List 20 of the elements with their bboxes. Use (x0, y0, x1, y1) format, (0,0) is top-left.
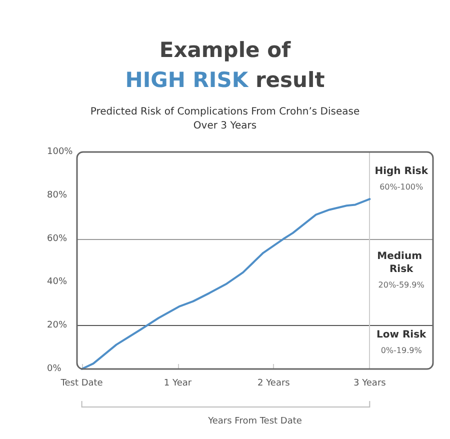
y-tick-label: 20% (47, 320, 68, 331)
line-series (80, 198, 371, 370)
y-tick-label: 100% (47, 147, 74, 157)
y-tick-label: 80% (47, 190, 68, 200)
annotation: High Risk (374, 166, 428, 178)
x-tick-label: Test Date (60, 378, 104, 388)
y-tick-label: 0% (47, 364, 62, 374)
x-axis-title: Years From Test Date (207, 416, 302, 426)
chart-title: Example of HIGH RISK result (125, 38, 325, 92)
annotation: Medium Risk (377, 251, 426, 276)
y-tick-label: 40% (47, 277, 68, 288)
y-tick-label: 60% (47, 234, 68, 244)
x-tick-label: 3 Years (353, 378, 386, 388)
x-tick-label: 2 Years (258, 378, 290, 388)
x-tick-label: 1 Year (164, 378, 192, 388)
annotation: 0%-19.9% (380, 346, 422, 355)
annotation: Low Risk (376, 329, 427, 340)
annotation: 60%-100% (380, 182, 424, 192)
annotation: 20%-59.9% (378, 280, 425, 290)
chart-subtitle: Predicted Risk of Complications From Crohn’s Disease Over 3 Years (90, 106, 360, 132)
